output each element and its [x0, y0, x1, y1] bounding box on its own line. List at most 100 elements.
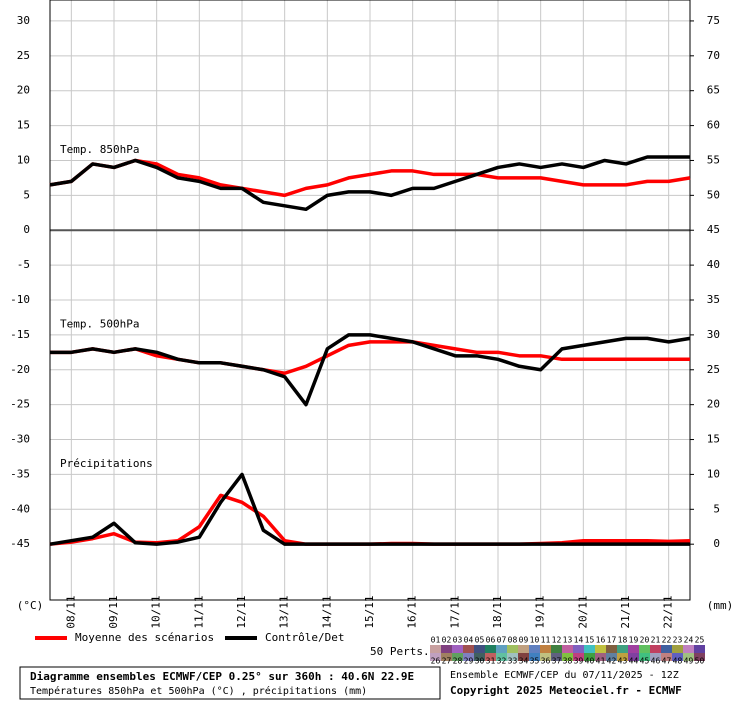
pert-code: 48: [673, 657, 683, 666]
y2-tick-label: 20: [707, 398, 720, 411]
pert-code: 01: [431, 636, 441, 645]
annotation: Temp. 850hPa: [60, 143, 139, 156]
pert-swatch: [628, 645, 639, 653]
y2-tick-label: 25: [707, 363, 720, 376]
legend-label: Moyenne des scénarios: [75, 631, 214, 644]
pert-code: 47: [662, 657, 672, 666]
y2-tick-label: 35: [707, 293, 720, 306]
line-t500: [50, 340, 690, 376]
pert-swatch: [430, 653, 441, 661]
footer-box: [19, 666, 441, 700]
y-tick-label: 5: [23, 188, 30, 201]
pert-swatch: [529, 653, 540, 661]
pert-code: 33: [508, 657, 518, 666]
pert-swatch: [430, 645, 441, 653]
pert-swatch: [518, 653, 529, 661]
y-tick-label: -10: [10, 293, 30, 306]
y-axis-label: (°C): [17, 599, 44, 612]
y-tick-label: 30: [17, 14, 30, 27]
pert-swatch: [595, 645, 606, 653]
pert-code: 04: [464, 636, 474, 645]
pert-swatch: [540, 645, 551, 653]
footer-subtitle: Températures 850hPa et 500hPa (°C) , pré…: [30, 685, 367, 697]
x-tick-label: 15/11: [363, 595, 376, 628]
x-tick-label: 19/11: [534, 595, 547, 628]
pert-code: 07: [497, 636, 507, 645]
y-tick-label: -20: [10, 363, 30, 376]
x-tick-label: 21/11: [619, 595, 632, 628]
y2-axis-label: (mm): [707, 599, 734, 612]
pert-swatch: [452, 653, 463, 661]
pert-code: 15: [585, 636, 595, 645]
pert-code: 28: [453, 657, 463, 666]
pert-swatch: [551, 653, 562, 661]
pert-swatch: [606, 645, 617, 653]
pert-code: 42: [607, 657, 617, 666]
pert-swatch: [661, 645, 672, 653]
pert-code: 14: [574, 636, 584, 645]
pert-code: 39: [574, 657, 584, 666]
pert-swatch: [441, 653, 452, 661]
x-tick-label: 10/11: [150, 595, 163, 628]
pert-swatch: [562, 653, 573, 661]
pert-swatch: [694, 653, 705, 661]
pert-code: 16: [596, 636, 606, 645]
y-tick-label: -45: [10, 537, 30, 550]
pert-code: 37: [552, 657, 562, 666]
pert-code: 40: [585, 657, 595, 666]
pert-swatch: [540, 653, 551, 661]
y2-tick-label: 0: [713, 537, 720, 550]
y2-tick-label: 60: [707, 119, 720, 132]
pert-swatch: [683, 653, 694, 661]
y2-tick-label: 5: [713, 502, 720, 515]
pert-swatch: [650, 653, 661, 661]
y2-tick-label: 55: [707, 153, 720, 166]
pert-code: 08: [508, 636, 518, 645]
x-tick-label: 14/11: [320, 595, 333, 628]
footer-title: Diagramme ensembles ECMWF/CEP 0.25° sur …: [30, 670, 414, 683]
y-tick-label: -5: [17, 258, 30, 271]
x-tick-label: 08/11: [64, 595, 77, 628]
y-tick-label: 10: [17, 153, 30, 166]
pert-code: 23: [673, 636, 683, 645]
y-tick-label: -35: [10, 467, 30, 480]
x-tick-label: 18/11: [491, 595, 504, 628]
pert-code: 31: [486, 657, 496, 666]
y-tick-label: -40: [10, 502, 30, 515]
y-tick-label: 20: [17, 84, 30, 97]
x-tick-label: 17/11: [448, 595, 461, 628]
y-tick-label: 0: [23, 223, 30, 236]
pert-code: 03: [453, 636, 463, 645]
pert-swatch: [562, 645, 573, 653]
annotation: Temp. 500hPa: [60, 317, 139, 330]
pert-swatch: [452, 645, 463, 653]
x-tick-label: 22/11: [662, 595, 675, 628]
pert-code: 41: [596, 657, 606, 666]
pert-code: 20: [640, 636, 650, 645]
pert-swatch: [639, 645, 650, 653]
pert-swatch: [463, 653, 474, 661]
perts-label: 50 Perts.: [370, 645, 430, 658]
pert-swatch: [584, 645, 595, 653]
pert-swatch: [595, 653, 606, 661]
pert-swatch: [441, 645, 452, 653]
y2-tick-label: 65: [707, 84, 720, 97]
pert-swatch: [606, 653, 617, 661]
plot-frame: [49, 0, 691, 601]
pert-swatch: [485, 645, 496, 653]
line-precip: [49, 472, 690, 546]
pert-swatch: [639, 653, 650, 661]
pert-swatch: [496, 645, 507, 653]
pert-code: 34: [519, 657, 529, 666]
x-tick-label: 11/11: [192, 595, 205, 628]
pert-swatch: [628, 653, 639, 661]
y2-tick-label: 45: [707, 223, 720, 236]
pert-code: 05: [475, 636, 485, 645]
pert-code: 29: [464, 657, 474, 666]
y-tick-label: -25: [10, 398, 30, 411]
y2-tick-label: 75: [707, 14, 720, 27]
pert-code: 12: [552, 636, 562, 645]
x-tick-label: 16/11: [406, 595, 419, 628]
pert-code: 46: [651, 657, 661, 666]
pert-code: 21: [651, 636, 661, 645]
